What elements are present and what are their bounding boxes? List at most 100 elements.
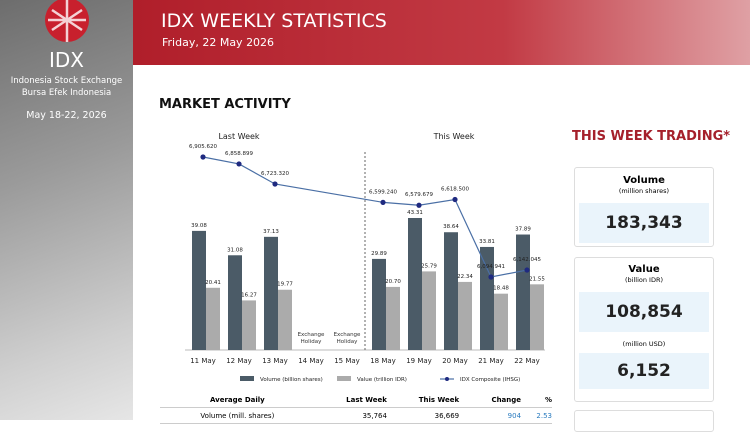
exchange-name: Indonesia Stock Exchange: [10, 76, 123, 86]
line: [202, 156, 528, 278]
x-tick-label: 20 May: [442, 357, 468, 365]
x-tick-label: 19 May: [406, 357, 432, 365]
legend-label: IDX Composite (IHSG): [460, 377, 520, 383]
bar: [192, 230, 206, 350]
bar: [530, 284, 544, 350]
legend-marker: [240, 376, 254, 381]
data-label: 6,905.620: [189, 144, 217, 150]
data-label: 25.79: [421, 263, 437, 269]
card-value: 183,343: [579, 203, 709, 243]
bar: [494, 293, 508, 350]
card-unit: (billion IDR): [624, 276, 664, 284]
data-label: 6,599.240: [369, 189, 397, 195]
bar: [480, 246, 494, 350]
data-label: 20.41: [205, 280, 221, 286]
legend-marker: [337, 376, 351, 381]
card-value: 6,152: [579, 353, 709, 389]
table: Average Daily Last Week This Week Change% Vo…: [160, 392, 552, 424]
data-label: 38.64: [443, 224, 459, 230]
bar: [458, 281, 472, 350]
x-tick-label: 11 May: [190, 357, 216, 365]
date: Friday, 22 May 2026: [162, 36, 275, 49]
data-label: 21.55: [529, 276, 545, 282]
data-label: 20.70: [385, 279, 401, 285]
x-tick-label: 13 May: [262, 357, 288, 365]
data-label: 6,579.679: [405, 192, 433, 198]
data-label: 22.34: [457, 274, 473, 280]
table-cell: 904: [507, 411, 522, 420]
data-label: 6,094.941: [477, 264, 505, 270]
legend-label: Volume (billion shares): [260, 377, 323, 383]
annotation: Exchange Holiday: [297, 332, 325, 345]
data-label: 43.31: [407, 210, 423, 216]
trading-title: THIS WEEK TRADING*: [572, 129, 731, 144]
line-point: [200, 154, 206, 160]
data-label: 16.27: [241, 292, 257, 298]
bar: [386, 286, 400, 350]
table-row: Average Daily Last Week This Week Change%: [160, 392, 552, 408]
period: May 18-22, 2026: [26, 110, 107, 121]
table-cell: This Week: [418, 395, 460, 404]
card-label: Volume: [623, 175, 665, 186]
line-point: [416, 202, 422, 208]
table-cell: 2.53: [536, 411, 552, 420]
card: [574, 410, 714, 432]
table-cell: Volume (mill. shares): [200, 411, 275, 420]
section-title: MARKET ACTIVITY: [159, 97, 291, 112]
card-unit: (million USD): [622, 340, 666, 348]
bar: [516, 234, 530, 350]
table-cell: Change: [491, 395, 522, 404]
bar: [228, 255, 242, 350]
table-cell: Last Week: [346, 395, 387, 404]
line-point: [488, 274, 494, 280]
data-label: 6,858.899: [225, 151, 253, 157]
card: Value (billion IDR) 108,854 (million USD…: [574, 257, 714, 402]
card-label: Value: [628, 264, 660, 275]
data-label: 39.08: [191, 223, 207, 229]
table-cell: 36,669: [434, 411, 460, 420]
group-label: This Week: [433, 132, 475, 141]
bar: [408, 218, 422, 350]
data-label: 6,142.045: [513, 257, 541, 263]
bar: [444, 232, 458, 350]
sidebar: IDX Indonesia Stock Exchange Bursa Efek …: [0, 0, 133, 420]
data-label: 6,618.500: [441, 187, 469, 193]
x-tick-label: 21 May: [478, 357, 504, 365]
data-label: 37.89: [515, 227, 531, 233]
line-point: [272, 181, 278, 187]
card: Volume (million shares) 183,343: [574, 167, 714, 247]
x-tick-label: 18 May: [370, 357, 396, 365]
x-tick-label: 15 May: [334, 357, 360, 365]
title: IDX WEEKLY STATISTICS: [161, 10, 387, 32]
exchange-name-local: Bursa Efek Indonesia: [21, 88, 112, 98]
data-label: 37.13: [263, 229, 279, 235]
bar: [278, 289, 292, 350]
card-value: 108,854: [579, 292, 709, 332]
bar: [206, 287, 220, 350]
data-label: 6,723.320: [261, 171, 289, 177]
group-label: Last Week: [218, 132, 259, 141]
line-point: [452, 196, 458, 203]
legend-label: Value (trillion IDR): [357, 377, 407, 383]
line-point: [524, 267, 530, 273]
bar: [242, 300, 256, 350]
card-unit: (million shares): [618, 187, 670, 195]
bar: [264, 236, 278, 350]
legend-marker: [445, 377, 449, 381]
data-label: 31.08: [227, 247, 243, 253]
header: IDX WEEKLY STATISTICS Friday, 22 May 202…: [133, 0, 750, 65]
annotation: Exchange Holiday: [333, 332, 361, 345]
bar: [422, 271, 436, 350]
line-point: [236, 161, 242, 167]
data-label: 33.81: [479, 239, 495, 245]
table-row: Volume (mill. shares) 35,764 36,669 904 2.53: [160, 408, 552, 424]
bar: [372, 258, 386, 350]
x-tick-label: 14 May: [298, 357, 324, 365]
x-tick-label: 22 May: [514, 357, 540, 365]
data-label: 29.89: [371, 251, 387, 257]
table-cell: 35,764: [362, 411, 387, 420]
data-label: 19.77: [277, 282, 293, 288]
table-cell: %: [544, 395, 552, 404]
logo-mark: [45, 0, 89, 42]
